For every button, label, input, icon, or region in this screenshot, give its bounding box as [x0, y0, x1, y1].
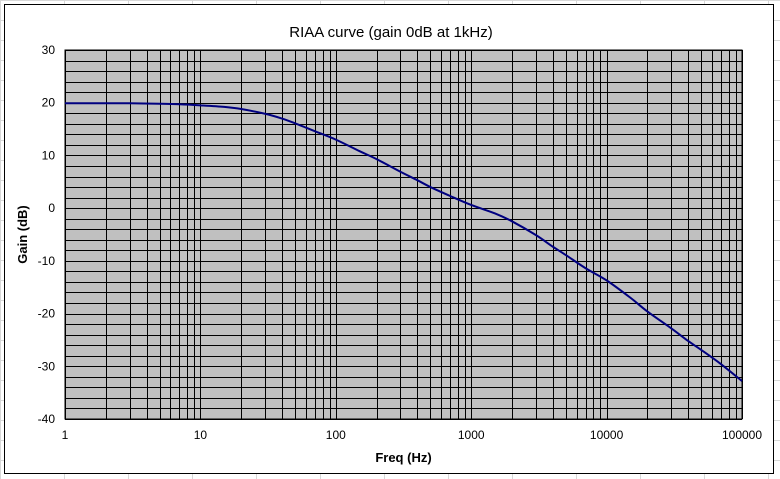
x-tick-label: 10000	[590, 428, 624, 442]
gridlines	[65, 50, 743, 420]
plot-area[interactable]	[65, 50, 742, 419]
plot-border	[64, 49, 743, 420]
y-tick-label: 30	[42, 43, 56, 57]
y-axis-ticks: 30 20 10 0 -10 -20 -30 -40	[38, 43, 56, 426]
x-axis-title: Freq (Hz)	[375, 450, 431, 465]
x-tick-label: 1000	[458, 428, 485, 442]
chart-title: RIAA curve (gain 0dB at 1kHz)	[289, 24, 492, 41]
y-tick-label: -10	[38, 254, 56, 268]
y-tick-label: 20	[42, 96, 56, 110]
x-tick-label: 100000	[722, 428, 762, 442]
x-tick-label: 1	[62, 428, 69, 442]
chart-svg: RIAA curve (gain 0dB at 1kHz) 3020100-10…	[15, 24, 763, 465]
y-tick-label: 0	[48, 201, 55, 215]
x-tick-label: 100	[326, 428, 346, 442]
y-tick-label: -30	[38, 359, 56, 373]
y-tick-label: -20	[38, 307, 56, 321]
x-tick-label: 10	[194, 428, 208, 442]
y-tick-label: 10	[42, 148, 56, 162]
x-axis-ticks: 1 10 100 1000 10000 100000	[62, 428, 763, 442]
series-line-riaa-curve[interactable]	[64, 102, 743, 382]
chart-area[interactable]: RIAA curve (gain 0dB at 1kHz) 30 20 10 0 -10…	[4, 4, 774, 474]
y-tick-label: -40	[38, 412, 56, 426]
y-axis-title: Gain (dB)	[15, 205, 30, 264]
